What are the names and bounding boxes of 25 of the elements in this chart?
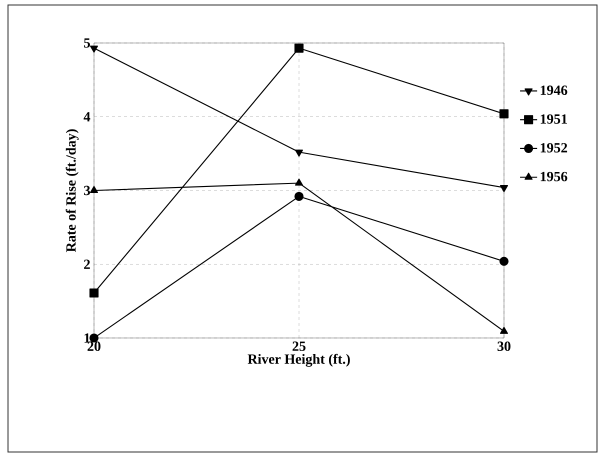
- y-tick-label: 3: [84, 186, 90, 196]
- legend-label: 1952: [540, 143, 568, 152]
- x-tick-label: 30: [498, 342, 510, 351]
- point: [500, 184, 508, 192]
- legend-label: 1956: [540, 172, 568, 182]
- point: [294, 150, 304, 157]
- point: [500, 326, 508, 334]
- x-axis-title: River Height (ft.): [248, 354, 350, 367]
- y-tick-label: 1: [84, 333, 90, 343]
- point: [294, 192, 304, 201]
- point: [499, 256, 509, 266]
- point: [294, 178, 304, 186]
- x-tick-label: 25: [292, 342, 306, 351]
- y-axis-title: Rate of Rise (ft./day): [66, 129, 79, 252]
- point: [90, 186, 98, 194]
- legend-label: 1951: [540, 114, 567, 124]
- point: [499, 109, 509, 118]
- legend-label: 1946: [540, 86, 568, 95]
- y-tick-label: 4: [84, 112, 90, 122]
- point: [90, 46, 98, 53]
- point: [294, 44, 304, 53]
- x-tick-label: 20: [88, 342, 100, 351]
- y-tick-label: 5: [84, 38, 90, 48]
- y-tick-label: 2: [84, 260, 90, 269]
- point: [89, 288, 99, 298]
